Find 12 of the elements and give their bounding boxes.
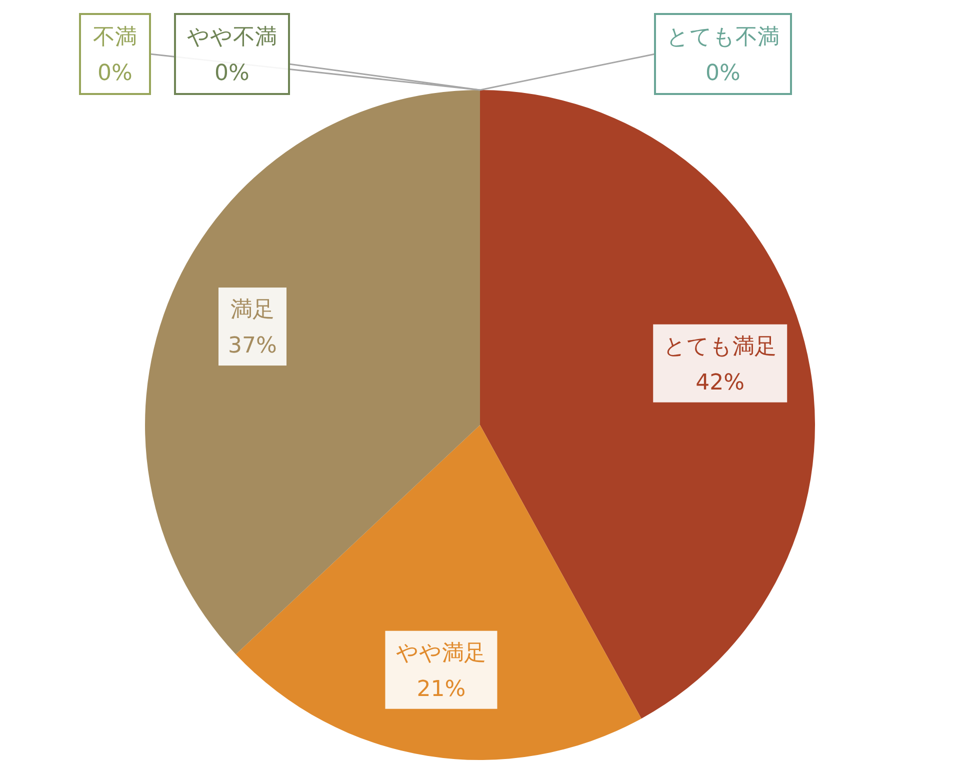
- category-label: やや不満: [187, 25, 277, 50]
- slice-label: 満足: [230, 298, 274, 323]
- slice-label: とても満足: [664, 334, 777, 360]
- slice-label: やや満足: [396, 640, 486, 666]
- text: 0%: [98, 61, 132, 86]
- data-label: 37%: [228, 334, 277, 359]
- data-label: 42%: [696, 370, 745, 396]
- category-label: とても不満: [666, 25, 780, 50]
- data-label: 21%: [416, 676, 466, 702]
- text: 0%: [214, 61, 250, 86]
- category-label: 不満: [93, 25, 137, 50]
- text: 0%: [706, 61, 740, 86]
